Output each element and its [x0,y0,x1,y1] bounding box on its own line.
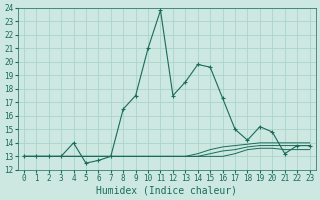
X-axis label: Humidex (Indice chaleur): Humidex (Indice chaleur) [96,186,237,196]
